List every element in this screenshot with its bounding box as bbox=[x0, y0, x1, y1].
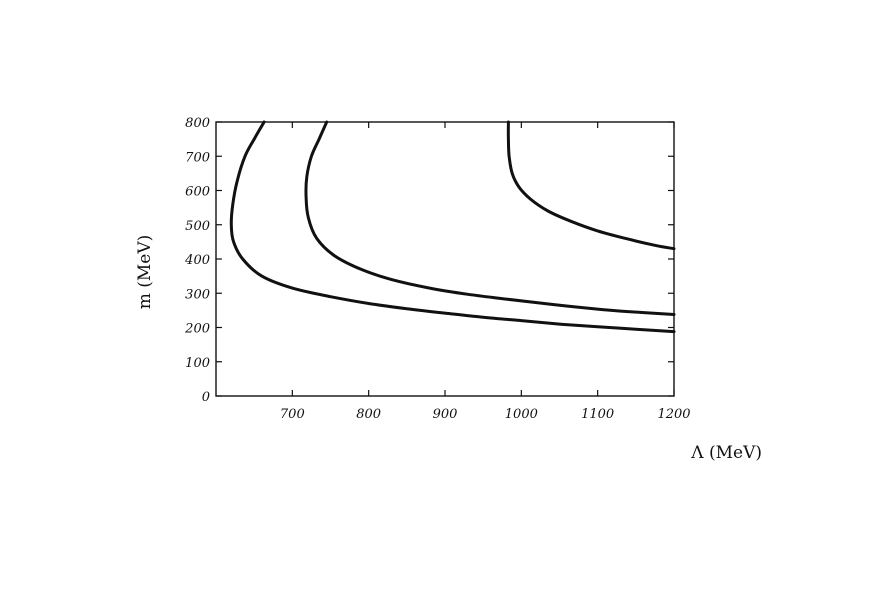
plot-area bbox=[215, 121, 675, 397]
y-tick-label: 200 bbox=[184, 322, 210, 337]
y-tick-label: 100 bbox=[185, 356, 210, 371]
x-tick-label: 1200 bbox=[657, 407, 690, 422]
y-tick-label: 700 bbox=[185, 150, 210, 165]
y-axis: 0 100 200 300 400 500 600 700 800 bbox=[184, 116, 674, 405]
x-tick-label: 1100 bbox=[581, 407, 614, 422]
y-tick-label: 600 bbox=[185, 185, 210, 200]
x-tick-label: 900 bbox=[433, 407, 458, 422]
plot-frame bbox=[215, 121, 675, 397]
y-tick-label: 400 bbox=[184, 253, 210, 268]
x-tick-label: 800 bbox=[356, 407, 381, 422]
y-axis-label: m (MeV) bbox=[135, 235, 155, 310]
x-axis-label: Λ (MeV) bbox=[690, 443, 762, 463]
x-axis: 700 800 900 1000 1100 1200 bbox=[280, 122, 691, 422]
y-tick-label: 0 bbox=[202, 390, 210, 405]
y-tick-label: 500 bbox=[185, 219, 210, 234]
x-tick-label: 700 bbox=[280, 407, 305, 422]
x-tick-label: 1000 bbox=[505, 407, 538, 422]
series-line-2 bbox=[304, 120, 676, 316]
series-line-1 bbox=[229, 120, 676, 334]
series-line-3 bbox=[506, 120, 676, 251]
series-group bbox=[229, 120, 676, 334]
y-tick-label: 800 bbox=[185, 116, 210, 131]
y-tick-label: 300 bbox=[185, 287, 210, 302]
